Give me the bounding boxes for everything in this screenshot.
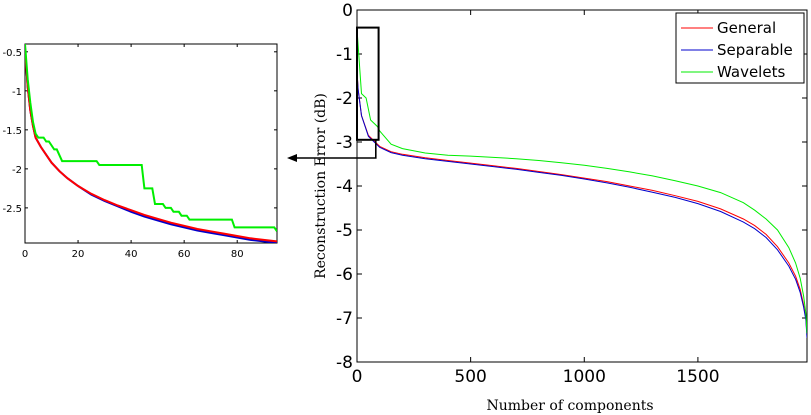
main-chart: 0 500 1000 1500 0 -1 -2 -3 -4 -5 -6 -7 -8 Number of c… — [313, 1, 808, 414]
main-ytick-label: 0 — [342, 1, 353, 21]
inset-xtick-label: 0 — [22, 249, 28, 260]
inset-plot-frame — [24, 43, 278, 244]
zoom-region-box — [356, 26, 380, 141]
zoom-annotation — [287, 26, 380, 162]
main-series-general-line — [357, 71, 807, 336]
main-x-axis-label: Number of components — [486, 398, 653, 414]
inset-xtick-label: 60 — [178, 249, 191, 260]
main-ytick-label: -3 — [336, 133, 353, 153]
main-series-separable-line — [357, 71, 807, 338]
legend-label-wavelets: Wavelets — [717, 63, 785, 81]
main-ytick-label: -8 — [336, 353, 353, 373]
inset-xtick-label: 80 — [231, 249, 244, 260]
main-ytick-label: -2 — [336, 89, 353, 109]
inset-ytick-label: -2 — [12, 165, 22, 176]
main-xtick-label: 0 — [352, 367, 363, 387]
inset-chart: 0 20 40 60 80 -0.5 -1 -1.5 -2 -2.5 — [2, 43, 278, 260]
main-ytick-label: -5 — [336, 221, 353, 241]
zoom-arrow-head — [287, 154, 297, 162]
inset-ytick-label: -1.5 — [2, 126, 22, 137]
main-y-axis-label: Reconstruction Error (dB) — [313, 93, 329, 279]
legend: General Separable Wavelets — [675, 12, 805, 84]
main-ytick-label: -6 — [336, 265, 353, 285]
legend-box — [675, 12, 805, 84]
main-xtick-label: 1000 — [563, 367, 606, 387]
main-xtick-label: 1500 — [676, 367, 719, 387]
inset-series-2-line — [25, 47, 277, 243]
inset-series-3-line — [25, 44, 277, 232]
inset-ytick-label: -1 — [12, 87, 22, 98]
main-ytick-label: -1 — [336, 45, 353, 65]
inset-ytick-label: -0.5 — [2, 48, 22, 59]
zoom-arrow-line — [296, 139, 377, 159]
inset-xtick-label: 20 — [72, 249, 85, 260]
main-ytick-label: -4 — [336, 177, 353, 197]
main-ytick-label: -7 — [336, 309, 353, 329]
main-xtick-label: 500 — [454, 367, 486, 387]
legend-label-separable: Separable — [717, 41, 793, 59]
inset-xtick-label: 40 — [125, 249, 138, 260]
legend-label-general: General — [717, 19, 776, 37]
inset-ytick-label: -2.5 — [2, 204, 22, 215]
